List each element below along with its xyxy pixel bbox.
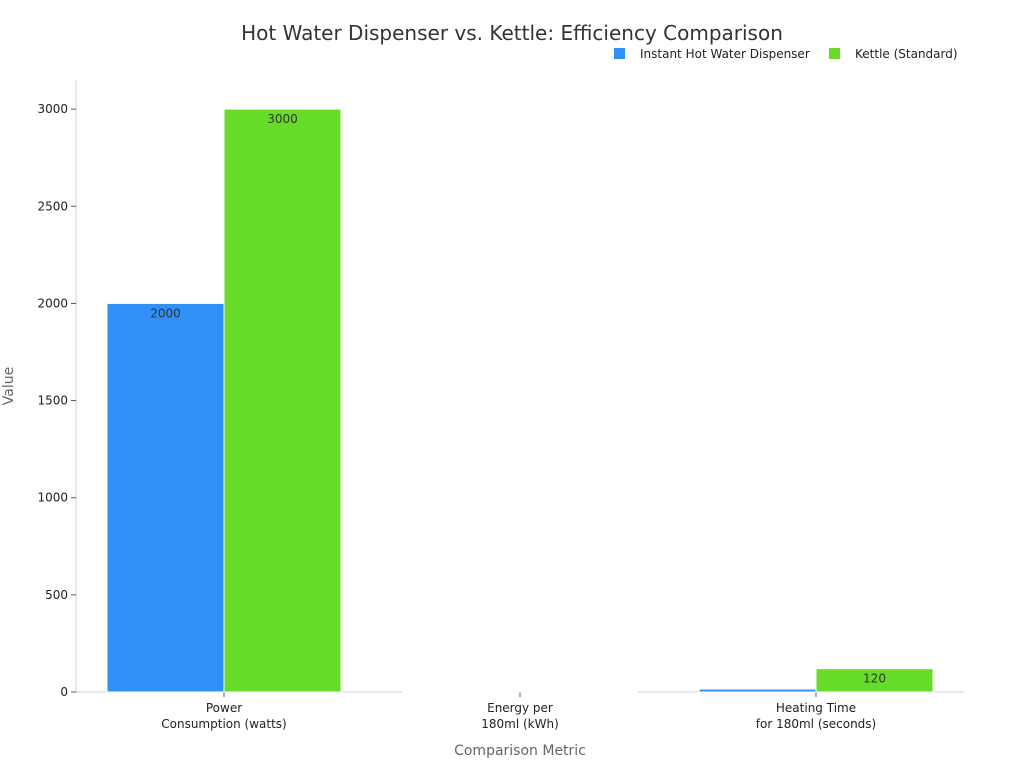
x-tick-label: 180ml (kWh) — [481, 717, 559, 731]
x-tick-label: Heating Time — [776, 701, 856, 715]
legend: Instant Hot Water Dispenser Kettle (Stand… — [614, 47, 958, 61]
y-axis-ticks: 0 500 1000 1500 2000 2500 3000 — [37, 102, 76, 699]
bar-dispenser — [698, 688, 817, 693]
bars — [106, 108, 934, 693]
bar-dispenser — [106, 302, 225, 693]
x-axis-label: Comparison Metric — [454, 743, 586, 759]
data-label: 2000 — [150, 306, 181, 320]
bar-kettle — [223, 108, 342, 693]
x-tick-label: Energy per — [487, 701, 553, 715]
x-axis-ticks: Power Consumption (watts) Energy per 180ml … — [161, 692, 876, 731]
data-label: 120 — [863, 672, 886, 686]
y-tick-label: 0 — [60, 685, 68, 699]
x-tick-label: for 180ml (seconds) — [756, 717, 876, 731]
legend-label: Kettle (Standard) — [855, 47, 958, 61]
y-tick-label: 1000 — [37, 491, 68, 505]
y-tick-label: 2500 — [37, 199, 68, 213]
data-labels: 2000 3000 120 — [150, 112, 886, 686]
y-tick-label: 2000 — [37, 296, 68, 310]
data-label: 3000 — [267, 112, 298, 126]
y-axis-label: Value — [1, 367, 17, 405]
y-tick-label: 500 — [45, 588, 68, 602]
y-tick-label: 1500 — [37, 394, 68, 408]
legend-swatch — [614, 48, 625, 59]
y-tick-label: 3000 — [37, 102, 68, 116]
x-tick-label: Consumption (watts) — [161, 717, 286, 731]
bar-kettle — [815, 668, 934, 693]
legend-swatch — [829, 48, 840, 59]
legend-label: Instant Hot Water Dispenser — [640, 47, 810, 61]
chart-title: Hot Water Dispenser vs. Kettle: Efficien… — [241, 21, 783, 45]
x-tick-label: Power — [206, 701, 242, 715]
